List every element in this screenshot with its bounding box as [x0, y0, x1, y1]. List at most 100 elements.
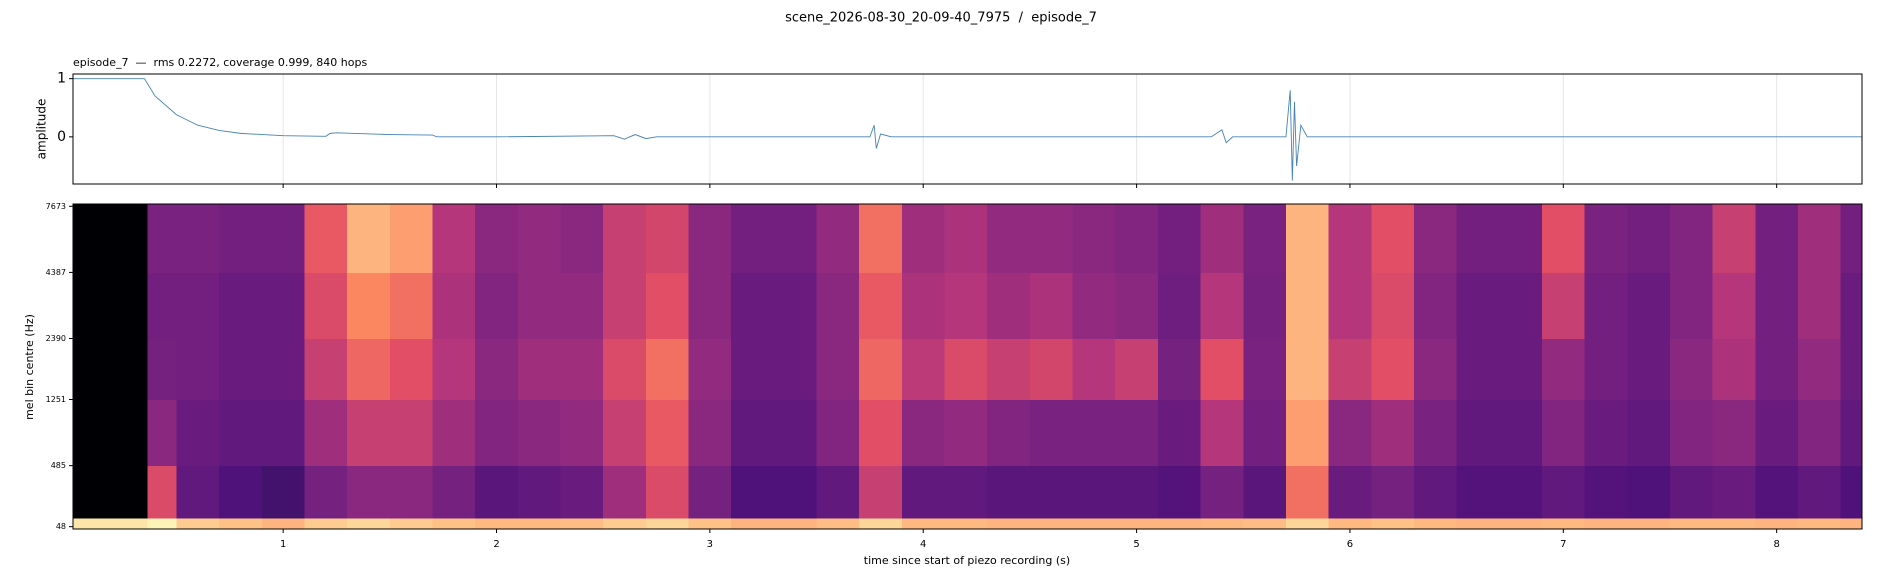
spectrogram-cell [389, 517, 434, 530]
spectrogram-cell [1541, 399, 1586, 467]
spectrogram-cell [517, 204, 562, 273]
spectrogram-cell [987, 338, 1031, 401]
spectrogram-cell [1157, 204, 1202, 273]
spectrogram-cell [1627, 465, 1671, 519]
waveform-y-label: amplitude [35, 99, 49, 160]
spectrogram-cell [560, 399, 604, 467]
spectrogram-cell [859, 465, 903, 519]
spectrogram-cell [1499, 338, 1543, 401]
spectrogram-cell [1755, 338, 1799, 401]
spectrogram-cell [773, 399, 818, 467]
spectrogram-cell [1584, 399, 1628, 467]
spectrogram-cell [347, 272, 391, 340]
spectrogram-cell [1413, 204, 1458, 273]
spectrogram-cell [1797, 399, 1842, 467]
spectrogram-cell [645, 338, 690, 401]
spectrogram-cell [560, 204, 604, 273]
spectrogram-cell [1584, 338, 1628, 401]
waveform [73, 78, 1862, 181]
spectrogram-cell [1627, 272, 1671, 340]
spectrogram-cell [176, 517, 220, 530]
spectrogram-cell [389, 399, 434, 467]
spectrogram-cell [432, 465, 476, 519]
spectrogram-cell [603, 517, 647, 530]
y-tick-label: 4387 [46, 268, 66, 277]
spectrogram-cell [176, 465, 220, 519]
spectrogram-cell [1456, 272, 1500, 340]
spectrogram-cell [147, 465, 177, 519]
spectrogram-cell [1115, 517, 1159, 530]
spectrogram-cell [1029, 399, 1074, 467]
spectrogram-cell [475, 517, 519, 530]
spectrogram-cell [731, 399, 775, 467]
spectrogram-cell [1755, 517, 1799, 530]
spectrogram-cell [1200, 204, 1244, 273]
x-tick-label: 2 [493, 539, 499, 550]
spectrogram-cell [73, 272, 149, 340]
spectrogram-cell [73, 204, 149, 273]
spectrogram-cell [987, 465, 1031, 519]
spectrogram-cell [1456, 517, 1500, 530]
spectrogram-cell [73, 338, 149, 401]
spectrogram-cell [859, 338, 903, 401]
spectrogram-cell [1840, 399, 1863, 467]
spectrogram-cell [1328, 465, 1372, 519]
spectrogram-cell [859, 399, 903, 467]
spectrogram-cell [304, 399, 348, 467]
spectrogram-cell [816, 517, 860, 530]
spectrogram-cell [475, 338, 519, 401]
spectrogram-cell [1797, 517, 1842, 530]
spectrogram-cell [1285, 517, 1330, 530]
spectrogram-cell [517, 517, 562, 530]
spectrogram-cell [475, 272, 519, 340]
spectrogram-cell [517, 338, 562, 401]
spectrogram-cell [1157, 399, 1202, 467]
spectrogram-cell [688, 204, 732, 273]
spectrogram-cell [304, 338, 348, 401]
spectrogram-cell [1285, 272, 1330, 340]
spectrogram-cell [389, 338, 434, 401]
x-tick-label: 6 [1347, 539, 1353, 550]
spectrogram-cell [389, 204, 434, 273]
spectrogram-cell [1541, 204, 1586, 273]
spectrogram-cell [773, 465, 818, 519]
spectrogram-cell [816, 338, 860, 401]
spectrogram-cell [1541, 272, 1586, 340]
spectrogram-cell [475, 399, 519, 467]
spectrogram-cell [1243, 399, 1287, 467]
spectrogram-cell [261, 204, 305, 273]
spectrogram-cell [987, 204, 1031, 273]
spectrogram-y-label: mel bin centre (Hz) [23, 314, 36, 420]
spectrogram-cell [1712, 338, 1756, 401]
spectrogram-cell [1243, 204, 1287, 273]
spectrogram-cell [219, 465, 263, 519]
spectrogram-cell [1627, 338, 1671, 401]
spectrogram-cell [1115, 399, 1159, 467]
spectrogram-cell [1328, 517, 1372, 530]
spectrogram-cell [1499, 204, 1543, 273]
spectrogram-cell [901, 272, 946, 340]
spectrogram-cell [261, 338, 305, 401]
spectrogram-cell [73, 517, 149, 530]
spectrogram-cell [1371, 338, 1415, 401]
spectrogram-cell [1627, 517, 1671, 530]
spectrogram-cell [1072, 204, 1116, 273]
spectrogram-cell [475, 204, 519, 273]
spectrogram-cell [1371, 204, 1415, 273]
spectrogram-cell [1712, 465, 1756, 519]
spectrogram-cell [1285, 399, 1330, 467]
spectrogram-cell [1840, 204, 1863, 273]
spectrogram-cell [389, 465, 434, 519]
spectrogram-cell [1712, 204, 1756, 273]
spectrogram-cell [901, 465, 946, 519]
spectrogram-cell [1200, 399, 1244, 467]
spectrogram-cell [1584, 465, 1628, 519]
spectrogram-cell [645, 465, 690, 519]
spectrogram-cell [1413, 517, 1458, 530]
x-tick-label: 7 [1560, 539, 1566, 550]
spectrogram-cell [1456, 204, 1500, 273]
spectrogram-cell [176, 204, 220, 273]
spectrogram-cell [987, 272, 1031, 340]
spectrogram-cell [1755, 272, 1799, 340]
y-tick-label: 2390 [46, 334, 66, 343]
